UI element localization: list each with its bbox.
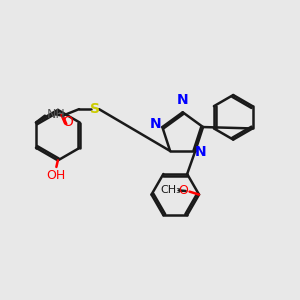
Text: N: N [150, 117, 162, 131]
Text: CH₃: CH₃ [160, 185, 181, 195]
Text: OH: OH [47, 169, 66, 182]
Text: N: N [195, 146, 206, 160]
Text: O: O [178, 184, 188, 196]
Text: NH: NH [46, 108, 65, 121]
Text: S: S [90, 102, 100, 116]
Text: O: O [63, 115, 74, 129]
Text: N: N [176, 93, 188, 107]
